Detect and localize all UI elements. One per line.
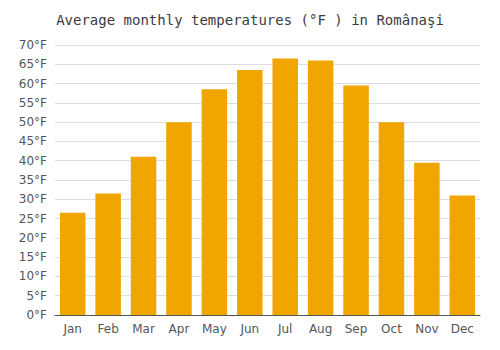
- svg-text:70°F: 70°F: [19, 38, 47, 52]
- svg-text:Jan: Jan: [62, 322, 82, 336]
- svg-text:20°F: 20°F: [19, 231, 47, 245]
- svg-text:5°F: 5°F: [26, 289, 47, 303]
- svg-text:Apr: Apr: [169, 322, 190, 336]
- svg-text:Oct: Oct: [381, 322, 402, 336]
- svg-text:35°F: 35°F: [19, 173, 47, 187]
- svg-text:40°F: 40°F: [19, 154, 47, 168]
- svg-text:45°F: 45°F: [19, 134, 47, 148]
- svg-text:Sep: Sep: [345, 322, 368, 336]
- svg-text:Mar: Mar: [132, 322, 155, 336]
- svg-text:30°F: 30°F: [19, 192, 47, 206]
- svg-text:Jun: Jun: [239, 322, 259, 336]
- svg-text:0°F: 0°F: [26, 308, 47, 322]
- svg-text:10°F: 10°F: [19, 269, 47, 283]
- svg-text:Dec: Dec: [451, 322, 474, 336]
- svg-text:65°F: 65°F: [19, 57, 47, 71]
- svg-text:Aug: Aug: [309, 322, 332, 336]
- svg-text:25°F: 25°F: [19, 212, 47, 226]
- svg-text:50°F: 50°F: [19, 115, 47, 129]
- svg-text:55°F: 55°F: [19, 96, 47, 110]
- svg-text:60°F: 60°F: [19, 77, 47, 91]
- svg-text:15°F: 15°F: [19, 250, 47, 264]
- svg-text:Feb: Feb: [98, 322, 119, 336]
- svg-text:Jul: Jul: [277, 322, 292, 336]
- svg-text:Nov: Nov: [415, 322, 438, 336]
- svg-text:May: May: [202, 322, 227, 336]
- svg-text:Average monthly temperatures (: Average monthly temperatures (°F ) in Ro…: [56, 12, 444, 28]
